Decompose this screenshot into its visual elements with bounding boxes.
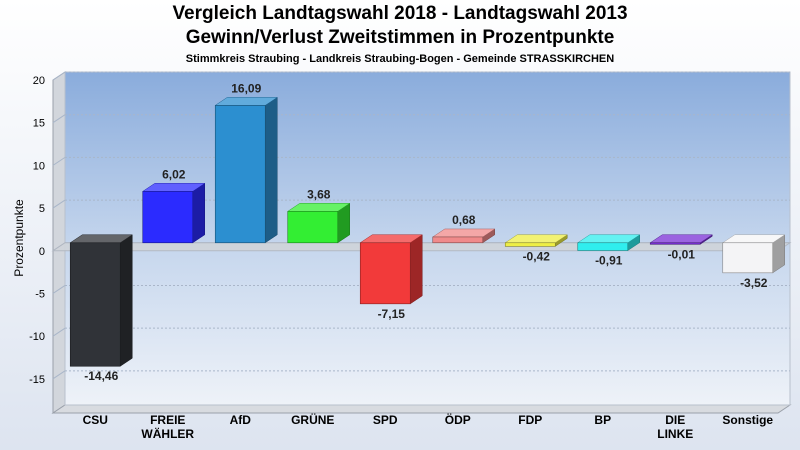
plot-floor (51, 404, 792, 414)
y-tick-label: 10 (33, 160, 45, 172)
bar-side (265, 96, 278, 244)
y-tick-label: 0 (39, 246, 45, 258)
grid-line-side (52, 114, 66, 124)
bar-value-label: 0,68 (452, 213, 476, 227)
bar-value-label: -14,46 (84, 369, 118, 383)
plot-left-wall (52, 71, 66, 414)
bar-value-label: -3,52 (740, 276, 768, 290)
x-tick-label: Sonstige (722, 413, 773, 427)
bar-value-label: -0,01 (668, 247, 696, 261)
bar-side (120, 234, 133, 367)
y-tick-label: -5 (35, 288, 45, 300)
bar-value-label: 3,68 (307, 187, 331, 201)
bar (722, 242, 774, 274)
bar (69, 242, 121, 367)
bar (649, 242, 701, 245)
y-tick-label: 20 (33, 75, 45, 87)
chart-subtitle: Gewinn/Verlust Zweitstimmen in Prozentpu… (185, 27, 615, 48)
x-tick-label: DIE (665, 413, 685, 427)
x-tick-label: GRÜNE (291, 412, 334, 427)
bar-side (410, 234, 423, 305)
bar (432, 236, 484, 244)
chart-title: Vergleich Landtagswahl 2018 - Landtagswa… (172, 3, 628, 24)
bar (214, 105, 266, 244)
bar-value-label: 16,09 (231, 81, 261, 95)
bar (577, 242, 629, 251)
grid-line-side (52, 370, 66, 380)
grid-line-side (52, 285, 66, 294)
x-tick-label: BP (594, 413, 611, 427)
grid-line-side (52, 327, 66, 337)
bar-value-label: 6,02 (162, 167, 186, 181)
grid-line-side (52, 156, 66, 166)
x-tick-label: ÖDP (445, 412, 471, 427)
y-tick-label: -10 (29, 331, 45, 343)
bar-side (192, 182, 205, 244)
bar-value-label: -7,15 (378, 307, 406, 321)
grid-line-side (52, 199, 66, 209)
bar (287, 211, 339, 244)
x-tick-label: SPD (373, 413, 398, 427)
x-tick-label: FREIE (150, 413, 185, 427)
grid-line-side (52, 71, 66, 81)
bar-value-label: -0,91 (595, 254, 623, 268)
x-tick-label: LINKE (657, 427, 693, 441)
y-tick-label: 15 (33, 118, 45, 130)
y-axis-label: Prozentpunkte (12, 199, 26, 277)
bar (359, 242, 411, 305)
bar-value-label: -0,42 (523, 249, 551, 263)
x-tick-label: FDP (518, 413, 542, 427)
x-tick-label: WÄHLER (141, 426, 194, 441)
chart-region-subtitle: Stimmkreis Straubing - Landkreis Straubi… (185, 53, 615, 65)
bar (504, 242, 556, 247)
x-tick-label: CSU (83, 413, 108, 427)
y-tick-label: 5 (39, 203, 45, 215)
y-tick-label: -15 (29, 374, 45, 386)
x-tick-label: AfD (230, 413, 252, 427)
bar (142, 191, 194, 244)
